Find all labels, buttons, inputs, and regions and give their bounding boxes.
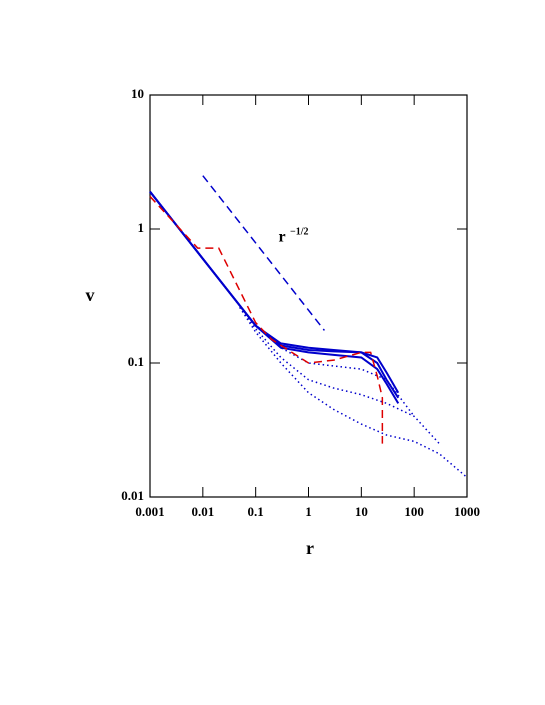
line-series [149, 195, 384, 444]
x-tick-label: 0.1 [248, 504, 264, 519]
x-tick-label: 0.01 [191, 504, 214, 519]
annotation: r [278, 229, 285, 246]
y-axis-label: v [86, 285, 95, 305]
x-tick-label: 1 [305, 504, 312, 519]
line-series [239, 306, 415, 417]
x-tick-label: 0.001 [135, 504, 164, 519]
line-series [149, 191, 400, 399]
x-tick-label: 10 [355, 504, 368, 519]
y-tick-label: 1 [138, 220, 145, 235]
line-series [202, 175, 325, 331]
plot-frame [149, 94, 468, 498]
line-series [239, 306, 440, 445]
y-tick-label: 10 [131, 86, 144, 101]
line-series [149, 191, 400, 394]
line-series [149, 191, 400, 404]
x-tick-label: 100 [404, 504, 424, 519]
x-tick-label: 1000 [454, 504, 480, 519]
y-tick-label: 0.1 [128, 354, 144, 369]
line-series [239, 306, 468, 478]
annotation-exponent: −1/2 [290, 226, 308, 237]
y-tick-label: 0.01 [121, 488, 144, 503]
x-axis-label: r [306, 538, 314, 558]
